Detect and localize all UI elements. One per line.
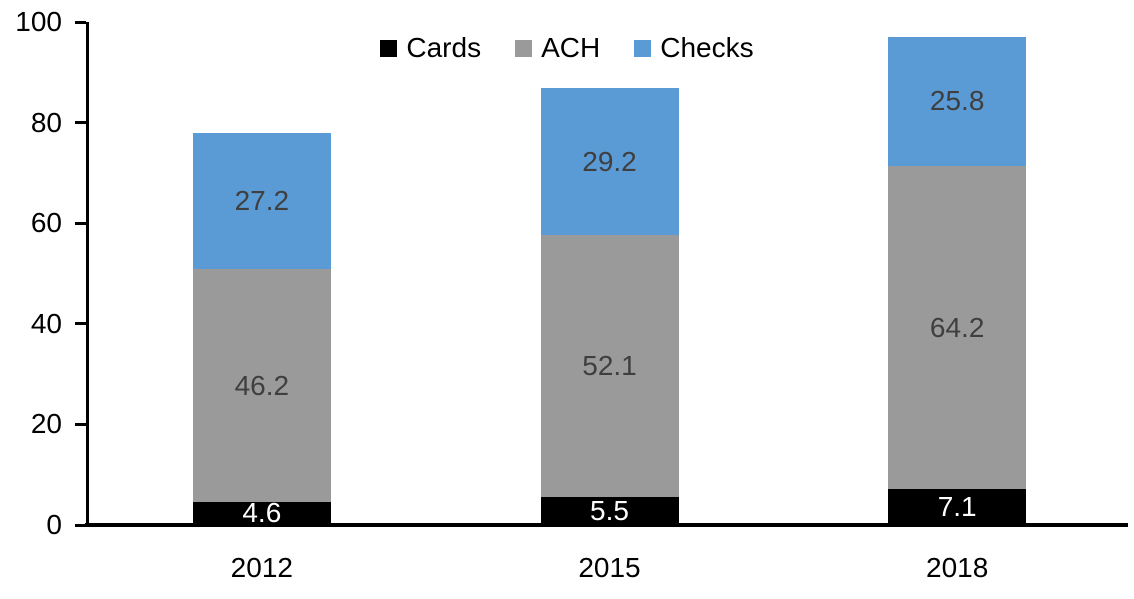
legend-label-cards: Cards bbox=[406, 32, 482, 63]
y-axis-tick-label: 20 bbox=[30, 408, 62, 440]
legend: Cards ACH Checks bbox=[0, 31, 1134, 65]
y-axis-tick bbox=[75, 221, 86, 225]
data-label-checks-2012: 27.2 bbox=[234, 185, 290, 217]
y-axis-tick bbox=[75, 523, 86, 527]
x-axis-label-2012: 2012 bbox=[230, 552, 293, 583]
x-axis-line bbox=[85, 523, 1128, 527]
data-label-cards-2015: 5.5 bbox=[590, 495, 629, 527]
data-label-ach-2015: 52.1 bbox=[582, 350, 637, 382]
y-axis-tick-label: 80 bbox=[30, 106, 62, 138]
legend-swatch-checks-icon bbox=[634, 39, 652, 57]
data-label-ach-2018: 64.2 bbox=[929, 311, 985, 343]
y-axis-tick-label: 100 bbox=[15, 6, 62, 37]
y-axis-tick-label: 60 bbox=[30, 207, 62, 239]
legend-item-cards: Cards bbox=[380, 31, 481, 65]
y-axis-line bbox=[86, 22, 89, 526]
y-axis-tick-label: 0 bbox=[46, 509, 62, 540]
legend-label-ach: ACH bbox=[541, 32, 601, 63]
data-label-cards-2018: 7.1 bbox=[937, 491, 977, 523]
bar-segment-checks-2015: 29.2 bbox=[540, 88, 679, 236]
data-label-checks-2015: 29.2 bbox=[582, 145, 637, 177]
legend-item-checks: Checks bbox=[634, 31, 754, 65]
legend-item-ach: ACH bbox=[515, 31, 600, 65]
bar-segment-cards-2012: 4.6 bbox=[192, 498, 331, 528]
legend-swatch-ach-icon bbox=[515, 39, 533, 57]
bar-segment-ach-2015: 52.1 bbox=[540, 235, 679, 498]
legend-label-checks: Checks bbox=[660, 32, 754, 63]
data-label-cards-2012: 4.6 bbox=[242, 497, 282, 529]
bar-segment-cards-2018: 7.1 bbox=[888, 489, 1027, 525]
bar-segment-ach-2018: 64.2 bbox=[888, 166, 1027, 490]
y-axis-tick bbox=[75, 121, 86, 125]
bar-segment-ach-2012: 46.2 bbox=[192, 269, 331, 502]
bar-segment-checks-2012: 27.2 bbox=[192, 132, 331, 270]
bar-segment-checks-2018: 25.8 bbox=[888, 36, 1027, 167]
x-axis-label-2015: 2015 bbox=[578, 552, 641, 583]
legend-swatch-cards-icon bbox=[380, 39, 398, 57]
y-axis-tick-label: 40 bbox=[30, 307, 62, 339]
data-label-ach-2012: 46.2 bbox=[234, 369, 290, 401]
bar-segment-cards-2015: 5.5 bbox=[540, 495, 679, 527]
y-axis-tick bbox=[75, 422, 86, 426]
x-axis-label-2018: 2018 bbox=[926, 552, 989, 583]
data-label-checks-2018: 25.8 bbox=[929, 85, 985, 117]
y-axis-tick bbox=[75, 20, 86, 24]
y-axis-tick bbox=[75, 322, 86, 326]
